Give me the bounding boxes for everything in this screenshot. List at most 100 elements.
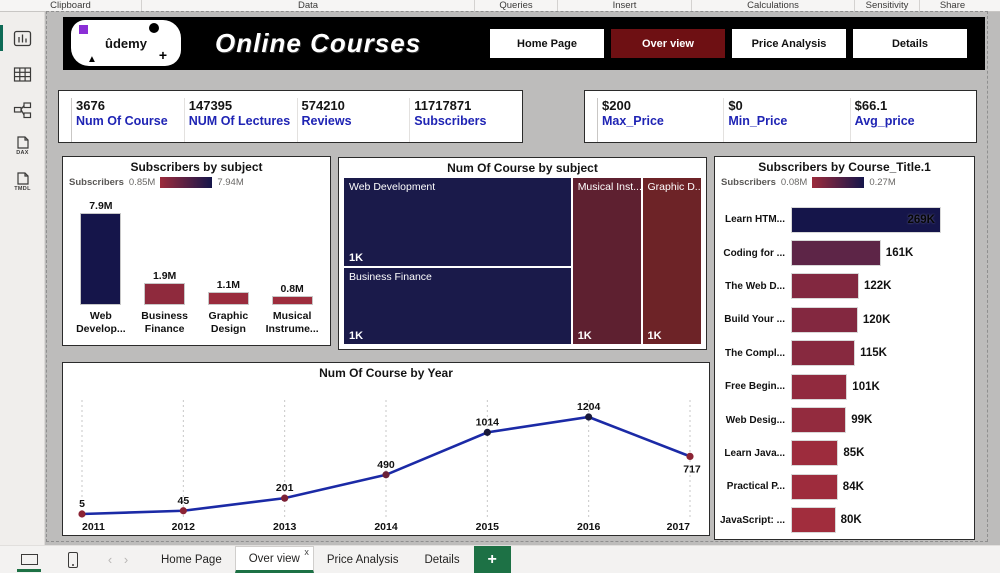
- sidebar-table-view-button[interactable]: [0, 56, 45, 92]
- page-tab-label: Price Analysis: [326, 553, 399, 566]
- chart-title: Subscribers by subject: [130, 160, 263, 174]
- legend-min: 0.08M: [780, 177, 808, 188]
- tile-category-label: Graphic D...: [647, 181, 701, 193]
- kpi-label: Reviews: [301, 114, 352, 128]
- bar-row-the-compl[interactable]: The Compl... 115K: [719, 337, 970, 370]
- page-nav-buttons: Home Page Over view Price Analysis Details: [490, 29, 967, 58]
- bar[interactable]: [144, 282, 186, 305]
- new-page-button[interactable]: +: [473, 546, 511, 573]
- page-tab-details[interactable]: Details: [411, 546, 472, 573]
- bar-row-web-desig[interactable]: Web Desig... 99K: [719, 403, 970, 436]
- bar-graphic-design[interactable]: 1.1M Graphic Design: [197, 189, 261, 337]
- bar[interactable]: [791, 440, 839, 467]
- sidebar-report-view-button[interactable]: [0, 20, 45, 56]
- bar[interactable]: [791, 507, 836, 534]
- bar-category-label: Web Desig...: [725, 414, 785, 426]
- data-point-2017[interactable]: [686, 452, 694, 460]
- chart-subscribers-by-course-title[interactable]: Subscribers by Course_Title.1 Subscriber…: [714, 156, 975, 540]
- bar-row-practical-p[interactable]: Practical P... 84K: [719, 470, 970, 503]
- prev-page-chevron-icon[interactable]: ‹: [107, 552, 113, 567]
- page-tab-over-view[interactable]: Over view x: [234, 546, 314, 573]
- bar[interactable]: [207, 292, 249, 305]
- sidebar-tmdl-view-button[interactable]: TMDL: [0, 164, 45, 200]
- bar[interactable]: [80, 213, 122, 305]
- sidebar-model-view-button[interactable]: [0, 92, 45, 128]
- bar-row-learn-htm[interactable]: Learn HTM... 269K: [719, 203, 970, 236]
- chart-subscribers-by-subject[interactable]: Subscribers by subject Subscribers 0.85M…: [62, 156, 331, 346]
- bar[interactable]: [791, 240, 881, 267]
- nav-button-home-page[interactable]: Home Page: [490, 29, 604, 58]
- next-page-chevron-icon[interactable]: ›: [123, 552, 129, 567]
- bar-row-coding-for[interactable]: Coding for ... 161K: [719, 236, 970, 269]
- chart-num-of-course-by-year[interactable]: Num Of Course by Year 5 2011 45 2012 201 2013…: [62, 362, 710, 536]
- bar-row-javascript[interactable]: JavaScript: ... 80K: [719, 504, 970, 537]
- report-canvas[interactable]: ûdemy + ▲ Online Courses Home Page Over v…: [45, 11, 1000, 545]
- data-point-2012[interactable]: [179, 507, 187, 515]
- gradient-scale: [160, 177, 213, 188]
- logo-square-decoration: [79, 25, 88, 34]
- nav-button-price-analysis[interactable]: Price Analysis: [732, 29, 846, 58]
- legend-max: 7.94M: [217, 177, 244, 188]
- bar[interactable]: [791, 340, 856, 367]
- ribbon-group-insert[interactable]: Insert: [558, 0, 692, 11]
- treemap-tile-musical-inst[interactable]: Musical Inst... 1K: [572, 178, 641, 344]
- data-point-2015[interactable]: [483, 428, 491, 436]
- bar-row-the-web-d[interactable]: The Web D... 122K: [719, 270, 970, 303]
- desktop-view-button[interactable]: [12, 546, 46, 573]
- nav-button-details[interactable]: Details: [853, 29, 967, 58]
- bar[interactable]: [791, 373, 848, 400]
- bar-musical-instrume[interactable]: 0.8M Musical Instrume...: [260, 189, 324, 337]
- bar[interactable]: [271, 295, 313, 305]
- bar[interactable]: 269K: [791, 206, 941, 233]
- bar-category-label: Business Finance: [141, 310, 188, 336]
- ribbon-group-queries[interactable]: Queries: [475, 0, 558, 11]
- bar-data-label: 0.8M: [280, 282, 304, 295]
- kpi-label: Min_Price: [728, 114, 788, 128]
- bar-business-finance[interactable]: 1.9M Business Finance: [133, 189, 197, 337]
- page-tab-home-page[interactable]: Home Page: [148, 546, 235, 573]
- bar-category-label: Free Begin...: [724, 381, 785, 393]
- line-chart-plot: 5 2011 45 2012 201 2013 490 2014 1014 2015 1204 201…: [78, 400, 701, 532]
- page-tab-price-analysis[interactable]: Price Analysis: [314, 546, 412, 573]
- close-tab-icon[interactable]: x: [304, 547, 309, 557]
- nav-button-over-view[interactable]: Over view: [611, 29, 725, 58]
- data-point-2016[interactable]: [585, 413, 593, 421]
- bar-data-label: 1.1M: [216, 279, 241, 292]
- bar[interactable]: [791, 407, 847, 434]
- data-point-2011[interactable]: [78, 510, 86, 518]
- ribbon-group-data[interactable]: Data: [142, 0, 475, 11]
- bar[interactable]: [791, 306, 858, 333]
- kpi-value: 11717871: [414, 98, 472, 113]
- data-point-2014[interactable]: [382, 471, 390, 479]
- page-tab-label: Details: [424, 553, 460, 566]
- udemy-logo-blob: ûdemy + ▲: [71, 20, 181, 66]
- bar-category-label: Graphic Design: [208, 310, 249, 336]
- ribbon-group-clipboard[interactable]: Clipboard: [0, 0, 142, 11]
- bar-row-free-begin[interactable]: Free Begin... 101K: [719, 370, 970, 403]
- tmdl-view-icon: TMDL: [13, 172, 33, 192]
- sidebar-dax-query-view-button[interactable]: DAX: [0, 128, 45, 164]
- ribbon-group-sensitivity[interactable]: Sensitivity: [855, 0, 920, 11]
- bar[interactable]: [791, 473, 838, 500]
- treemap-tile-web-development[interactable]: Web Development 1K: [344, 178, 571, 266]
- mobile-view-button[interactable]: [56, 546, 90, 573]
- treemap-tile-business-finance[interactable]: Business Finance 1K: [344, 267, 571, 344]
- ribbon-group-share[interactable]: Share: [939, 0, 966, 11]
- kpi-card-counts[interactable]: 3676 Num Of Course 147395 NUM Of Lectures 57…: [58, 90, 523, 143]
- kpi-num-of-course: 3676 Num Of Course: [71, 98, 184, 142]
- x-axis-label: 2017: [667, 521, 691, 532]
- bar-row-learn-java[interactable]: Learn Java... 85K: [719, 437, 970, 470]
- data-point-label: 1014: [476, 416, 500, 428]
- kpi-value: 574210: [301, 98, 345, 113]
- data-point-2013[interactable]: [281, 494, 289, 502]
- bar-web-develop[interactable]: 7.9M Web Develop...: [69, 189, 133, 337]
- bar-category-label: Learn Java...: [724, 447, 785, 459]
- chart-num-of-course-by-subject[interactable]: Num Of Course by subject Web Development…: [338, 157, 707, 350]
- ribbon-group-calculations[interactable]: Calculations: [692, 0, 855, 11]
- kpi-card-prices[interactable]: $200 Max_Price $0 Min_Price $66.1 Avg_price: [584, 90, 977, 143]
- bar-data-label: 1.9M: [152, 269, 177, 282]
- bar-category-label: Learn HTM...: [724, 214, 785, 226]
- bar[interactable]: [791, 273, 859, 300]
- treemap-tile-graphic-d[interactable]: Graphic D... 1K: [642, 178, 701, 344]
- bar-row-build-your[interactable]: Build Your ... 120K: [719, 303, 970, 336]
